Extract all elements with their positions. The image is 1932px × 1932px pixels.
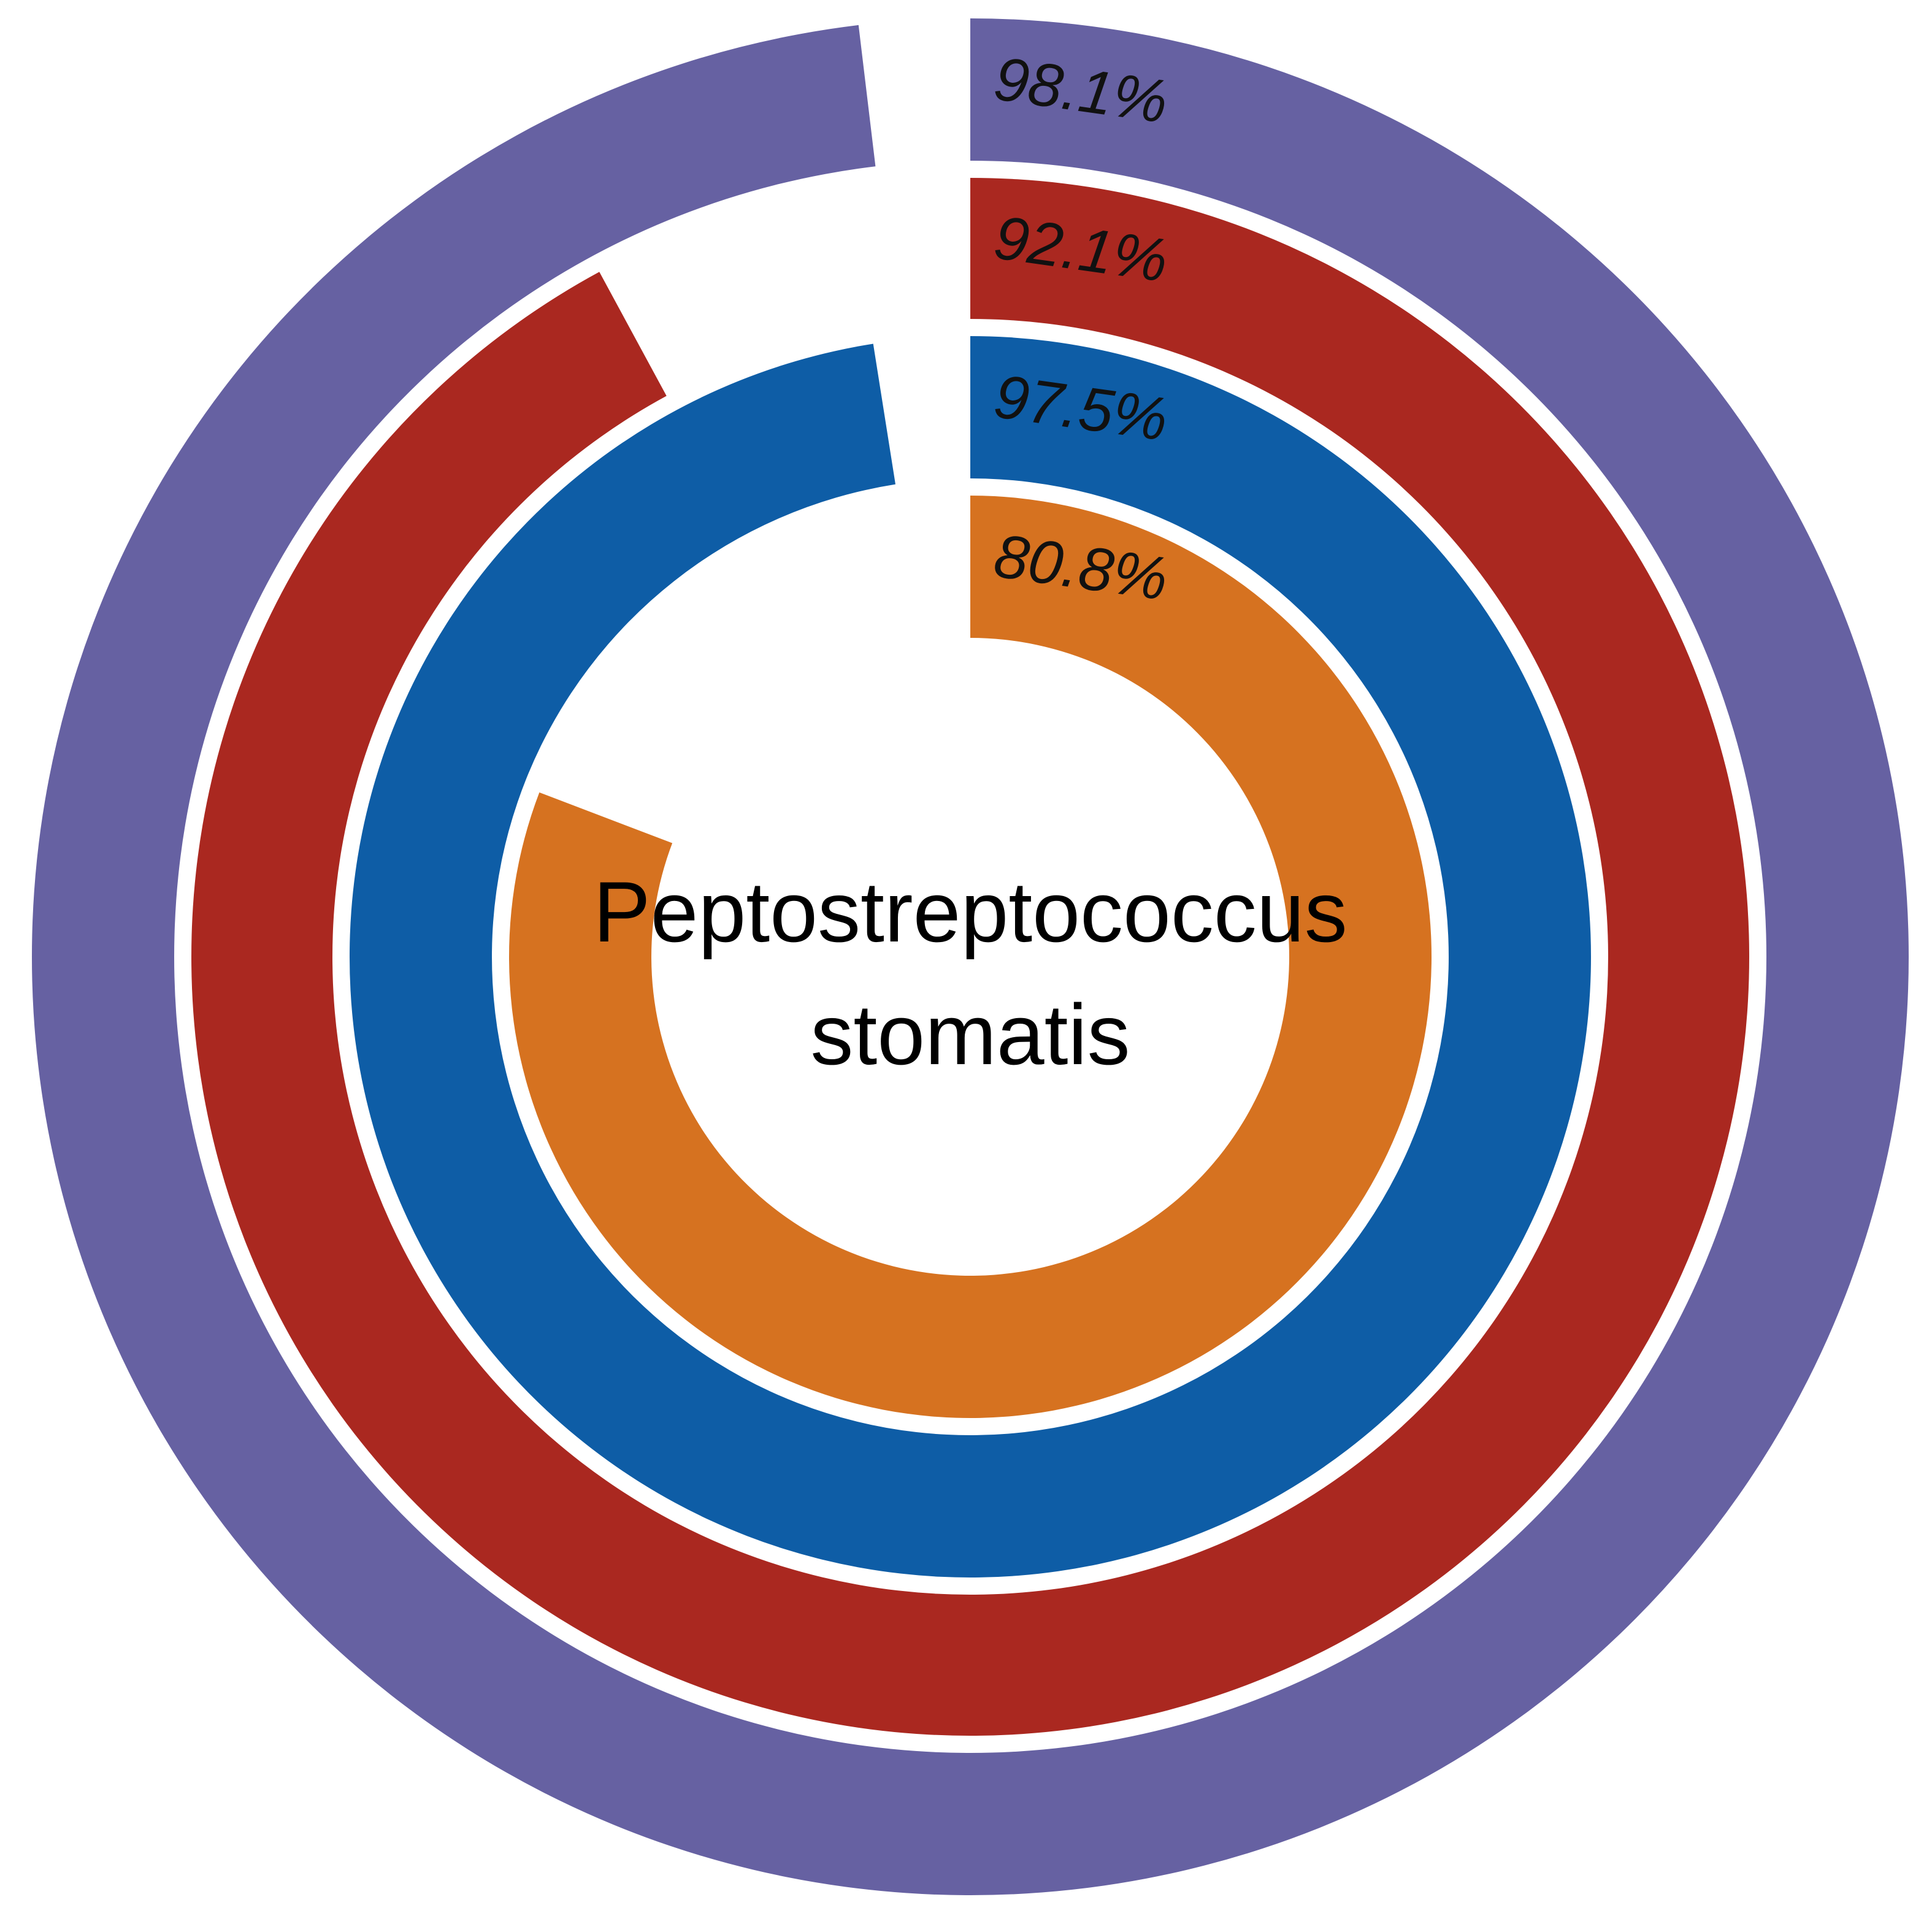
center-label-line-1: Peptostreptococcus [593, 864, 1347, 960]
labels-layer: 98.1%92.1%97.5%80.8% [990, 44, 1171, 613]
ring-bar-4 [509, 496, 1432, 1418]
center-label-line-2: stomatis [810, 986, 1130, 1083]
rings-layer [32, 18, 1909, 1896]
